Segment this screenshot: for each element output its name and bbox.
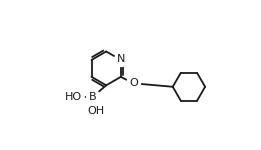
Text: HO: HO	[65, 92, 82, 102]
Text: N: N	[117, 54, 125, 64]
Text: O: O	[129, 78, 138, 88]
Text: B: B	[89, 92, 97, 102]
Text: OH: OH	[88, 106, 105, 116]
